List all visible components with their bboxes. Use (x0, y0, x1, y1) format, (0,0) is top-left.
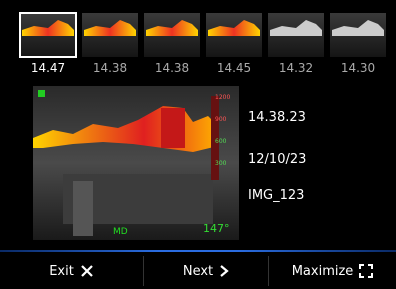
button-label: Exit (49, 264, 74, 279)
close-icon (80, 264, 94, 278)
button-label: Next (183, 264, 213, 279)
svg-text:MD: MD (113, 227, 128, 237)
scale-label: 300 (215, 160, 226, 167)
chevron-icon (219, 264, 229, 278)
exit-button[interactable]: Exit (0, 256, 143, 286)
scale-label: 600 (215, 138, 226, 145)
thumbnail-strip (0, 0, 396, 60)
thumbnail-label: 14.47 (19, 61, 77, 75)
main-image: MD (33, 86, 239, 240)
date: 12/10/23 (248, 152, 306, 167)
maximize-icon (359, 264, 373, 278)
divider (0, 250, 396, 252)
scale-label: 1200 (215, 94, 230, 101)
thumbnail-label: 14.38 (81, 61, 139, 75)
scale-label: 900 (215, 116, 226, 123)
time: 14.38.23 (248, 110, 306, 125)
temperature-readout: 147° (203, 222, 230, 235)
thumbnail-label: 14.38 (143, 61, 201, 75)
thumbnail-label: 14.30 (329, 61, 387, 75)
file-name: IMG_123 (248, 188, 304, 203)
thumbnail-label: 14.32 (267, 61, 325, 75)
maximize-button[interactable]: Maximize (269, 256, 396, 286)
next-button[interactable]: Next (144, 256, 268, 286)
thumbnail-label: 14.45 (205, 61, 263, 75)
button-label: Maximize (292, 264, 354, 279)
gallery-screen: MD 1200900600300 147° 14.38.23 12/10/23 … (0, 0, 396, 289)
